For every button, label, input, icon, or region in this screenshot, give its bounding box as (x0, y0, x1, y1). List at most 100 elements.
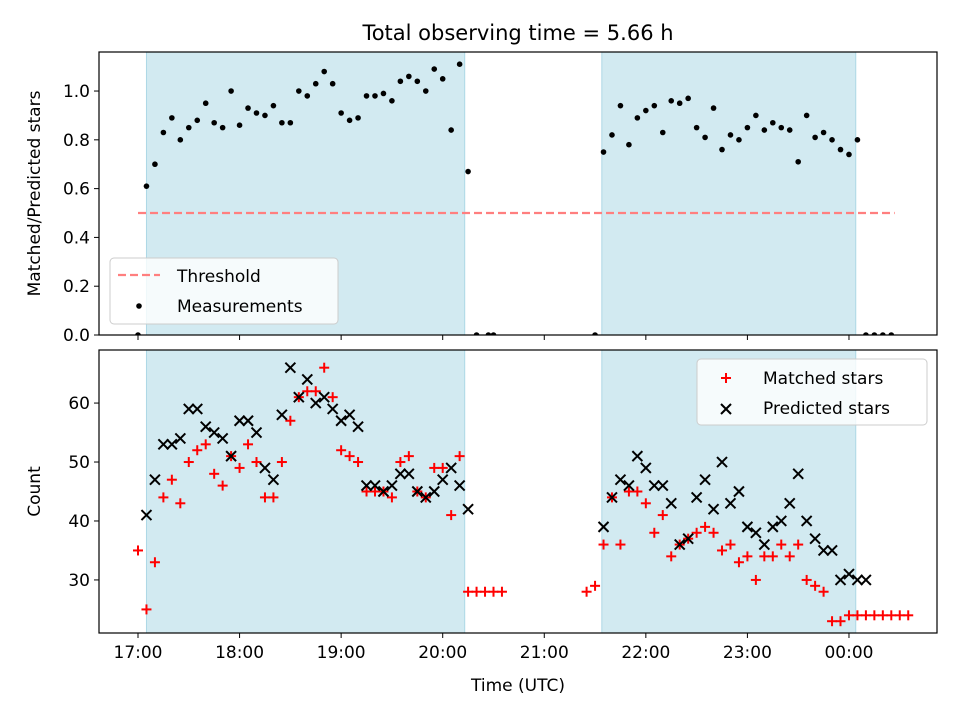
y-tick-label: 0.8 (63, 131, 90, 151)
data-point (717, 545, 728, 556)
data-point (326, 403, 339, 415)
data-point (192, 445, 203, 456)
ratio-panel: 0.0 0.2 0.4 0.6 0.8 1.0 Matched/Predicted star… (25, 51, 938, 346)
data-point (352, 420, 364, 433)
data-point (792, 468, 804, 480)
data-point (724, 497, 737, 509)
data-point (141, 604, 152, 615)
x-tick-label: 00:00 (824, 643, 873, 663)
data-point (310, 386, 321, 397)
data-point (236, 122, 243, 128)
data-point (702, 134, 708, 141)
data-point (631, 450, 644, 462)
x-tick-label: 18:00 (215, 643, 264, 663)
data-point (793, 539, 804, 550)
data-point (744, 124, 751, 131)
data-point (245, 105, 251, 111)
data-point (640, 462, 652, 474)
chart-title: Total observing time = 5.66 h (361, 21, 673, 45)
data-point (321, 68, 328, 75)
data-point (217, 480, 228, 491)
data-point (784, 497, 796, 509)
data-point (262, 112, 268, 119)
data-point (817, 544, 830, 557)
data-point (795, 158, 801, 165)
data-point (750, 574, 761, 585)
x-tick-label: 22:00 (621, 643, 670, 663)
data-point (403, 451, 414, 462)
data-point (716, 456, 728, 468)
data-point (143, 183, 150, 189)
y-tick-label: 0.4 (63, 228, 90, 248)
data-point (279, 119, 285, 126)
data-point (700, 521, 711, 532)
data-point (135, 332, 141, 335)
data-point (329, 80, 336, 87)
data-point (346, 117, 353, 124)
data-point (496, 586, 507, 597)
data-point (437, 462, 448, 473)
data-point (626, 141, 632, 148)
data-point (843, 610, 854, 621)
data-point (428, 485, 440, 498)
data-point (877, 610, 888, 621)
data-point (871, 332, 878, 335)
data-point (183, 403, 195, 415)
data-point (456, 61, 463, 67)
data-point (829, 137, 835, 143)
data-point (234, 462, 245, 473)
data-point (251, 457, 262, 468)
data-point (710, 105, 717, 111)
data-point (471, 586, 482, 597)
data-point (860, 610, 871, 621)
data-point (420, 491, 432, 504)
data-point (761, 127, 768, 133)
data-point (394, 468, 407, 480)
data-point (597, 521, 610, 533)
data-point (208, 426, 220, 439)
data-point (462, 503, 474, 515)
data-point (301, 373, 313, 386)
data-point (488, 586, 499, 597)
data-point (869, 610, 880, 621)
y-tick-label: 0.6 (63, 180, 90, 200)
data-point (397, 78, 404, 85)
data-point (406, 73, 412, 80)
data-point (741, 521, 754, 533)
data-point (369, 479, 381, 492)
data-point (827, 616, 838, 627)
data-point (834, 574, 847, 586)
data-point (606, 491, 618, 504)
x-tick-label: 23:00 (723, 643, 772, 663)
data-point (157, 438, 170, 451)
data-point (372, 93, 378, 99)
data-point (485, 332, 492, 335)
data-point (843, 568, 855, 580)
data-point (343, 409, 356, 421)
data-point (202, 100, 209, 107)
data-point (784, 551, 795, 562)
data-point (753, 112, 759, 119)
x-tick-label: 17:00 (114, 643, 163, 663)
data-point (312, 80, 319, 87)
data-point (803, 112, 810, 119)
data-point (733, 557, 744, 568)
data-point (860, 574, 872, 586)
data-point (581, 586, 592, 597)
data-point (175, 498, 186, 509)
data-point (615, 539, 626, 550)
plot-area (135, 61, 895, 335)
data-point (736, 137, 742, 143)
axes-frame (98, 51, 938, 336)
legend-box (696, 358, 928, 426)
data-point (888, 332, 895, 335)
data-point (454, 451, 465, 462)
data-point (617, 102, 624, 109)
data-point (310, 397, 322, 409)
data-point (623, 486, 634, 497)
data-point (812, 134, 818, 141)
data-point (846, 151, 852, 158)
data-point (287, 119, 294, 126)
data-point (228, 88, 234, 94)
